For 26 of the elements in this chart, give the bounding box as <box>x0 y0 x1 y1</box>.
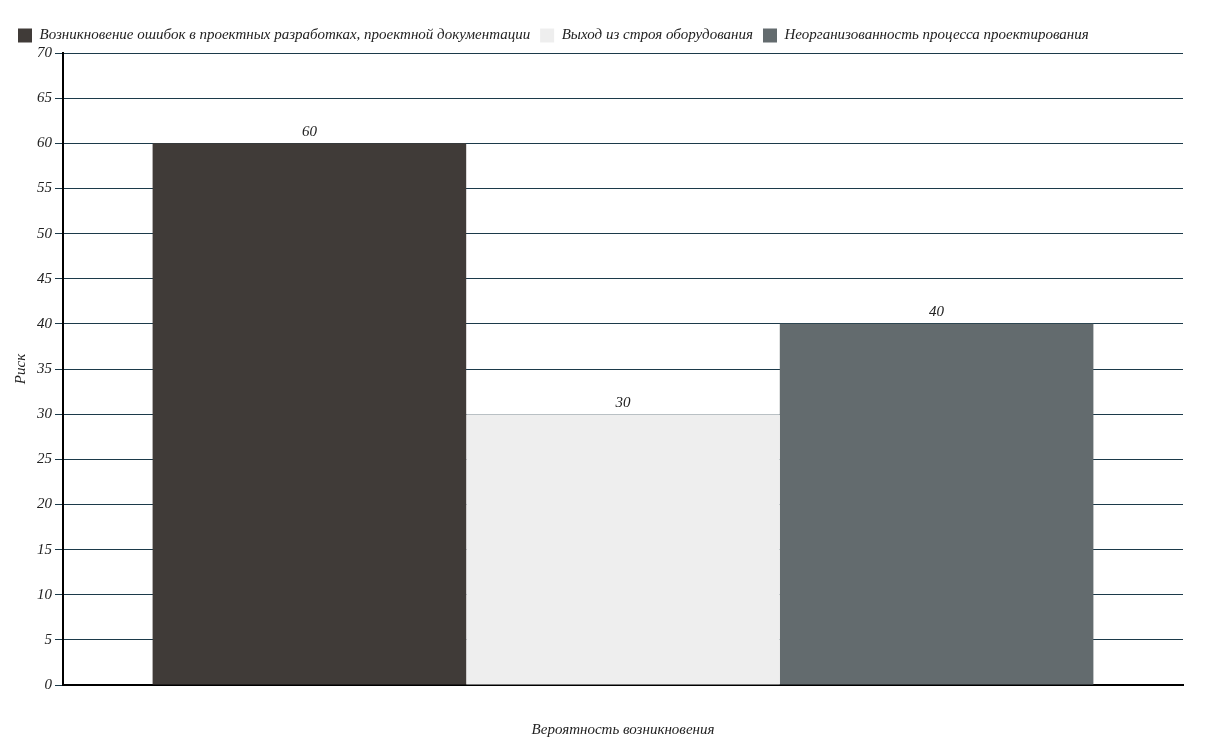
y-tick-label: 65 <box>37 89 53 106</box>
y-tick-label: 30 <box>36 405 53 422</box>
legend-label: Неорганизованность процесса проектирования <box>783 26 1089 43</box>
data-label: 40 <box>929 303 945 320</box>
y-tick-label: 20 <box>37 495 53 512</box>
data-label: 30 <box>614 393 631 410</box>
y-tick-label: 45 <box>37 269 53 286</box>
y-tick-label: 40 <box>37 314 53 331</box>
y-tick-label: 60 <box>37 134 53 151</box>
bar <box>779 323 1094 685</box>
bar <box>152 143 467 685</box>
y-tick-label: 50 <box>37 224 53 241</box>
x-axis-title: Вероятность возникновения <box>531 720 715 737</box>
y-tick-label: 55 <box>37 179 53 196</box>
data-label: 60 <box>301 122 318 139</box>
y-tick-label: 25 <box>37 450 53 467</box>
y-tick-label: 15 <box>37 540 53 557</box>
y-tick-label: 70 <box>37 43 53 60</box>
bar <box>466 414 780 685</box>
y-tick-label: 35 <box>36 359 53 376</box>
y-tick-label: 5 <box>44 630 53 647</box>
legend-label: Возникновение ошибок в проектных разработках, проектной документации <box>39 26 531 43</box>
legend-label: Выход из строя оборудования <box>561 26 754 43</box>
y-axis-title: Риск <box>11 352 28 386</box>
y-tick-label: 0 <box>44 675 53 692</box>
y-tick-label: 10 <box>37 585 53 602</box>
